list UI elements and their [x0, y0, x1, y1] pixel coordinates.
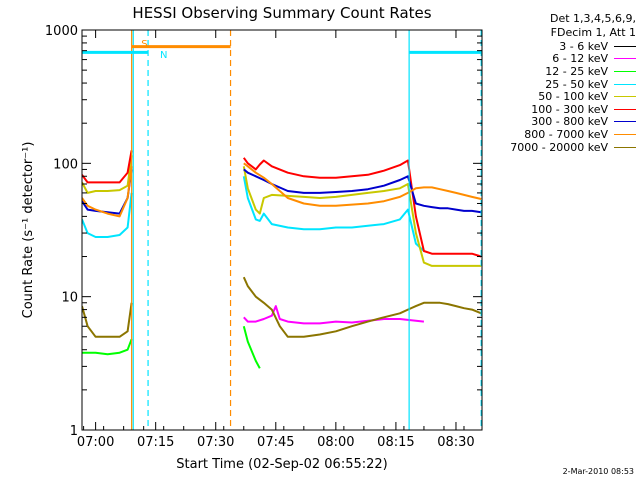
legend-item: 6 - 12 keV	[486, 52, 636, 66]
legend-item: 7000 - 20000 keV	[486, 141, 636, 154]
legend-item: 100 - 300 keV	[486, 103, 636, 116]
legend-swatch	[614, 108, 636, 110]
series-line	[82, 155, 133, 194]
series-line	[82, 302, 133, 338]
legend-swatch	[614, 96, 636, 98]
legend-item-label: 800 - 7000 keV	[524, 127, 608, 141]
x-axis-label: Start Time (02-Sep-02 06:55:22)	[176, 457, 387, 472]
plot-frame	[81, 29, 483, 431]
y-tick-label: 100	[53, 157, 78, 172]
legend-header-line: FDecim 1, Att 1	[550, 26, 636, 39]
x-tick-label: 08:15	[377, 435, 414, 450]
y-tick-label: 10	[61, 291, 78, 306]
x-tick-label: 08:00	[317, 435, 354, 450]
legend: Det 1,3,4,5,6,9, FDecim 1, Att 1 3 - 6 ke…	[486, 12, 636, 154]
legend-items: 3 - 6 keV 6 - 12 keV 12 - 25 keV 25 - 50 ke…	[486, 40, 636, 154]
legend-item-label: 25 - 50 keV	[545, 77, 608, 91]
annotation-s: S	[141, 39, 147, 50]
legend-swatch	[614, 121, 636, 123]
legend-header-line: Det 1,3,4,5,6,9,	[549, 12, 636, 25]
x-tick-label: 07:15	[137, 435, 174, 450]
legend-swatch	[614, 133, 636, 135]
legend-item: 12 - 25 keV	[486, 65, 636, 78]
legend-swatch	[614, 58, 636, 60]
x-tick-label: 07:00	[77, 435, 114, 450]
legend-item-label: 6 - 12 keV	[552, 52, 608, 66]
x-tick-label: 07:30	[197, 435, 234, 450]
legend-item-label: 12 - 25 keV	[545, 64, 608, 78]
legend-item: 300 - 800 keV	[486, 115, 636, 129]
y-axis-label: Count Rate (s⁻¹ detector⁻¹)	[21, 142, 36, 319]
legend-swatch	[614, 146, 636, 148]
x-tick-label: 08:30	[437, 435, 474, 450]
series-line	[82, 166, 133, 218]
series-line	[82, 192, 133, 238]
series-line	[242, 325, 261, 369]
x-tick-label: 07:45	[257, 435, 294, 450]
series-line	[243, 305, 425, 325]
series-line	[242, 166, 482, 267]
legend-item: 3 - 6 keV	[486, 40, 636, 53]
legend-item: 25 - 50 keV	[486, 78, 636, 91]
legend-swatch	[614, 45, 636, 47]
legend-item-label: 100 - 300 keV	[531, 102, 608, 116]
legend-item-label: 3 - 6 keV	[559, 39, 608, 53]
legend-item-label: 300 - 800 keV	[531, 115, 608, 129]
legend-swatch	[614, 83, 636, 85]
series-line	[242, 157, 482, 258]
y-tick-label: 1000	[45, 24, 78, 39]
series-line	[82, 338, 133, 356]
series-line	[242, 276, 482, 338]
chart-title: HESSI Observing Summary Count Rates	[132, 4, 431, 22]
legend-item-label: 50 - 100 keV	[538, 90, 608, 104]
legend-header: Det 1,3,4,5,6,9, FDecim 1, Att 1	[486, 12, 636, 40]
series-line	[243, 162, 482, 207]
annotation-n: N	[160, 50, 167, 61]
y-tick-label: 1	[70, 424, 78, 439]
legend-item: 50 - 100 keV	[486, 90, 636, 103]
series-line	[242, 176, 425, 252]
footer-timestamp: 2-Mar-2010 08:53	[562, 467, 634, 476]
legend-item: 800 - 7000 keV	[486, 128, 636, 141]
legend-swatch	[614, 70, 636, 72]
series-line	[82, 150, 133, 184]
legend-item-label: 7000 - 20000 keV	[510, 140, 608, 154]
